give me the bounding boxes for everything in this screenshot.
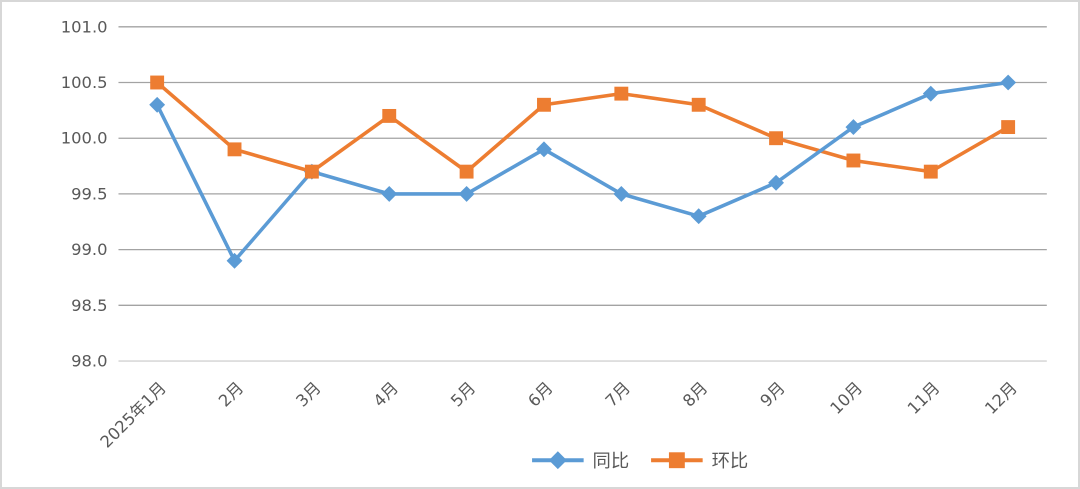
- mom-series-marker: [923, 164, 938, 179]
- yoy-series-marker: [149, 96, 166, 113]
- x-axis-tick-label: 6月: [524, 378, 556, 410]
- yoy-series-marker: [690, 208, 707, 225]
- x-axis-tick-label: 12月: [981, 378, 1021, 418]
- x-axis-tick-label: 2月: [215, 378, 247, 410]
- yoy-series-legend-marker: [548, 451, 567, 470]
- y-axis-tick-label: 99.5: [71, 184, 107, 203]
- yoy-series-marker: [1000, 74, 1017, 91]
- y-axis-tick-label: 100.0: [61, 129, 108, 148]
- mom-series-marker: [1001, 120, 1016, 135]
- mom-series-marker: [846, 153, 861, 168]
- yoy-series-marker: [458, 185, 475, 202]
- y-axis-tick-label: 98.0: [71, 351, 107, 370]
- legend-item-mom-series: 环比: [651, 451, 748, 472]
- y-axis-tick-label: 98.5: [71, 296, 107, 315]
- yoy-series-marker: [768, 174, 784, 191]
- mom-series-marker: [150, 75, 165, 90]
- legend: 同比 环比: [532, 451, 748, 472]
- y-axis-tick-label: 100.5: [61, 73, 108, 92]
- yoy-series-line: [155, 80, 1010, 263]
- mom-series-marker: [691, 97, 706, 112]
- mom-series-marker: [304, 164, 319, 179]
- x-axis-tick-label: 3月: [292, 378, 324, 410]
- x-axis-tick-label: 7月: [602, 378, 634, 410]
- mom-series-marker: [227, 142, 242, 157]
- mom-series-marker: [459, 164, 474, 179]
- mom-series-line: [155, 80, 1010, 174]
- yoy-series-marker: [845, 119, 862, 136]
- x-axis-tick-label: 9月: [756, 378, 788, 410]
- mom-series-legend-marker: [668, 452, 685, 469]
- mom-series-marker: [769, 131, 783, 146]
- yoy-series-marker: [381, 185, 398, 202]
- legend-item-yoy-series: 同比: [532, 451, 629, 472]
- yoy-series-marker: [613, 185, 630, 202]
- mom-series-marker: [382, 108, 397, 123]
- mom-series-marker: [614, 86, 629, 101]
- yoy-series-legend-label: 同比: [593, 451, 630, 472]
- y-axis-tick-label: 101.0: [61, 17, 108, 36]
- x-axis-tick-label: 8月: [679, 378, 711, 410]
- x-axis-tick-label: 11月: [904, 378, 944, 418]
- x-axis-tick-label: 2025年1月: [97, 378, 170, 451]
- mom-series-legend-label: 环比: [712, 451, 749, 472]
- yoy-series-marker: [536, 141, 552, 158]
- mom-series-marker: [537, 97, 551, 112]
- yoy-series-marker: [226, 252, 243, 269]
- x-axis-tick-label: 10月: [826, 378, 866, 418]
- yoy-series-marker: [922, 85, 939, 102]
- x-axis-tick-label: 4月: [370, 378, 402, 410]
- x-axis-tick-label: 5月: [447, 378, 479, 410]
- y-axis-tick-label: 99.0: [71, 240, 107, 259]
